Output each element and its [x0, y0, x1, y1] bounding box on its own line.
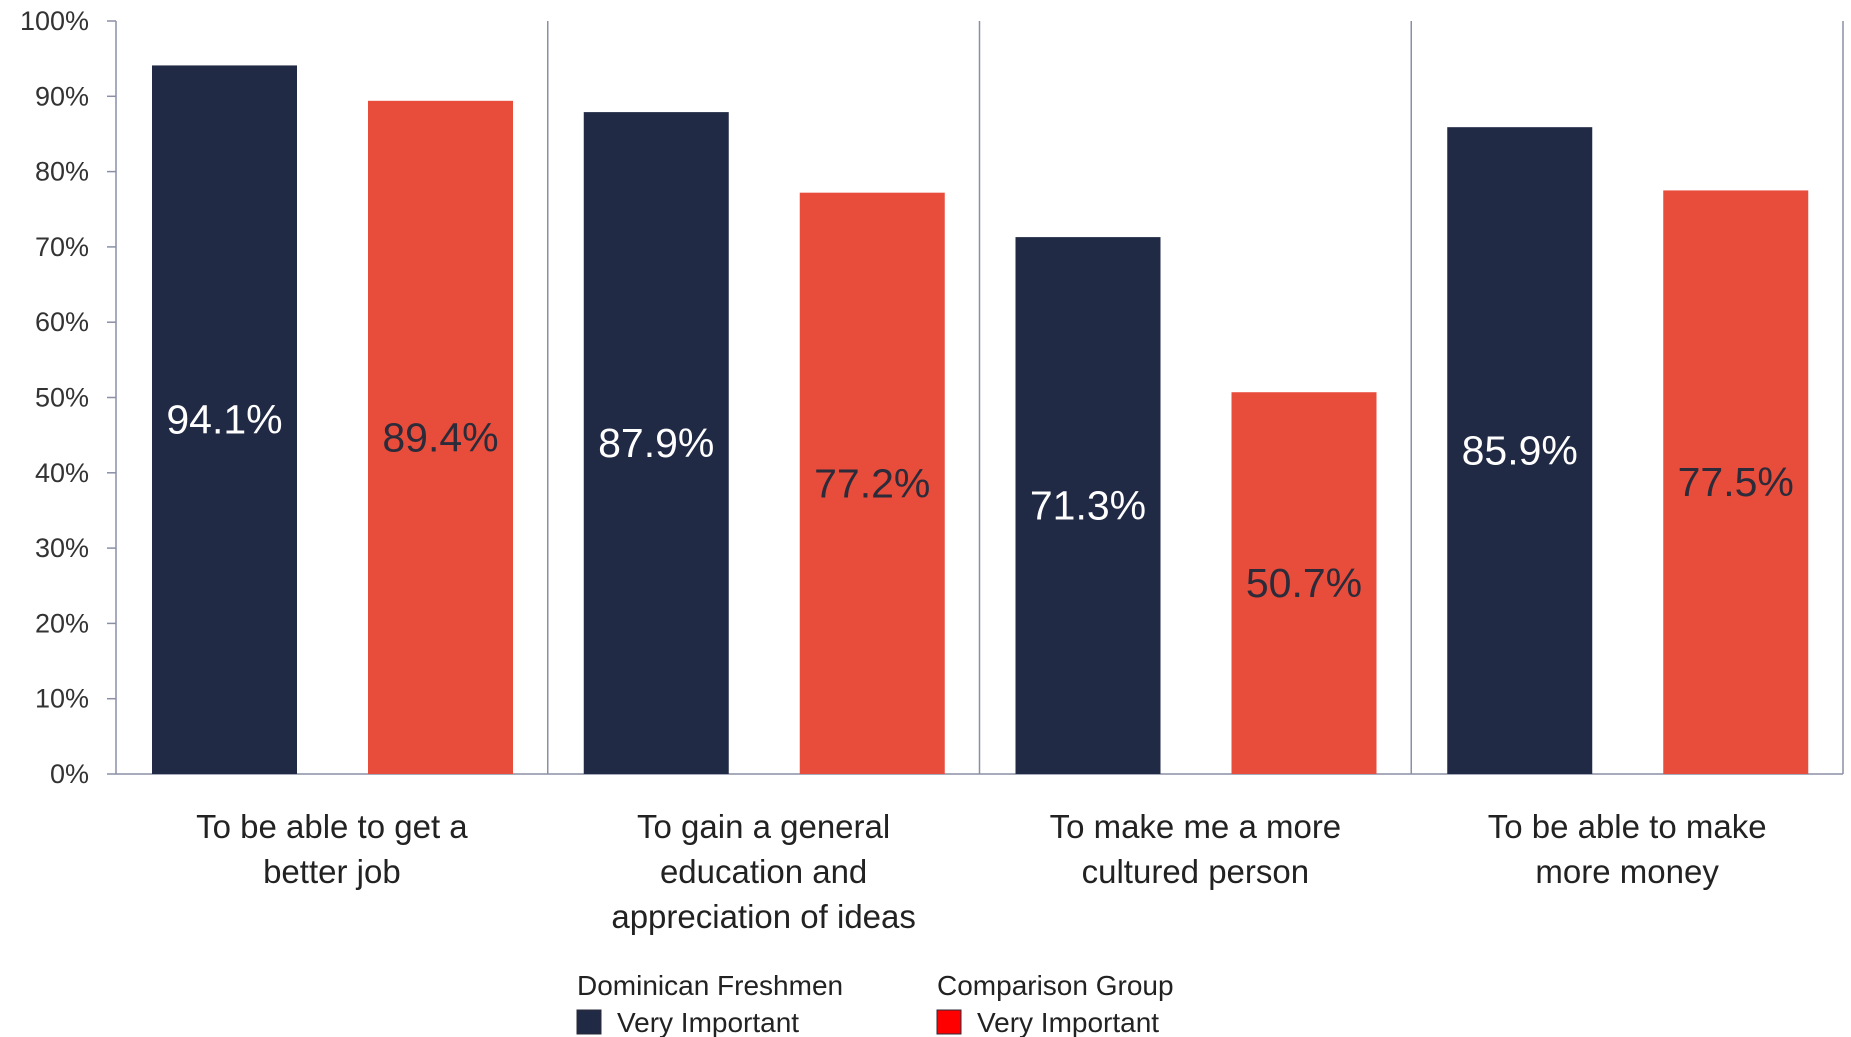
legend: Dominican Freshmen Very Important Comparis… — [576, 970, 1174, 1037]
bar — [1447, 127, 1593, 775]
y-tick-label: 10% — [35, 684, 89, 714]
bar-value-label: 77.5% — [1678, 459, 1794, 505]
bar-value-label: 50.7% — [1246, 560, 1362, 606]
category-label: To gain a general education and appreciati… — [611, 808, 916, 935]
y-tick-label: 100% — [20, 6, 89, 36]
category-label: To be able to make more money — [1488, 808, 1767, 890]
category-labels: To be able to get a better job To gain a g… — [196, 808, 1766, 935]
bar-value-label: 71.3% — [1030, 483, 1146, 529]
bar-labels: 94.1% 87.9% 71.3% 85.9% 89.4% 77.2% 50.7% 77.5% — [166, 397, 1794, 606]
y-tick-label: 70% — [35, 232, 89, 262]
bar — [1231, 392, 1377, 774]
bar-value-label: 85.9% — [1462, 428, 1578, 474]
category-label-line: To gain a general — [637, 808, 890, 845]
category-label-line: To make me a more — [1050, 808, 1342, 845]
y-tick-label: 90% — [35, 81, 89, 111]
category-label-line: better job — [263, 853, 401, 890]
y-tick-label: 0% — [50, 759, 89, 789]
y-tick-label: 20% — [35, 608, 89, 638]
y-tick-label: 60% — [35, 307, 89, 337]
bars — [152, 65, 1809, 775]
category-label-line: more money — [1535, 853, 1719, 890]
category-label-line: cultured person — [1082, 853, 1309, 890]
category-label: To make me a more cultured person — [1050, 808, 1342, 890]
legend-entry-label: Very Important — [617, 1007, 799, 1037]
legend-group-title: Dominican Freshmen — [577, 970, 843, 1001]
y-tick-label: 50% — [35, 383, 89, 413]
bar — [1015, 237, 1161, 775]
bar-value-label: 87.9% — [598, 420, 714, 466]
category-label: To be able to get a better job — [196, 808, 468, 890]
bar-value-label: 94.1% — [166, 397, 282, 443]
legend-group-title: Comparison Group — [937, 970, 1174, 1001]
legend-swatch — [576, 1009, 602, 1035]
category-label-line: education and — [660, 853, 867, 890]
legend-swatch — [936, 1009, 962, 1035]
category-label-line: appreciation of ideas — [611, 898, 916, 935]
y-tick-label: 80% — [35, 157, 89, 187]
bar-value-label: 89.4% — [382, 414, 498, 460]
bar — [1663, 190, 1809, 775]
legend-entry-label: Very Important — [977, 1007, 1159, 1037]
bar — [583, 112, 729, 775]
category-label-line: To be able to make — [1488, 808, 1767, 845]
category-label-line: To be able to get a — [196, 808, 468, 845]
y-tick-label: 40% — [35, 458, 89, 488]
category-separators — [547, 21, 1844, 774]
y-tick-label: 30% — [35, 533, 89, 563]
bar — [152, 65, 297, 774]
bar — [368, 100, 513, 775]
bar — [799, 192, 945, 774]
bar-value-label: 77.2% — [814, 460, 930, 506]
